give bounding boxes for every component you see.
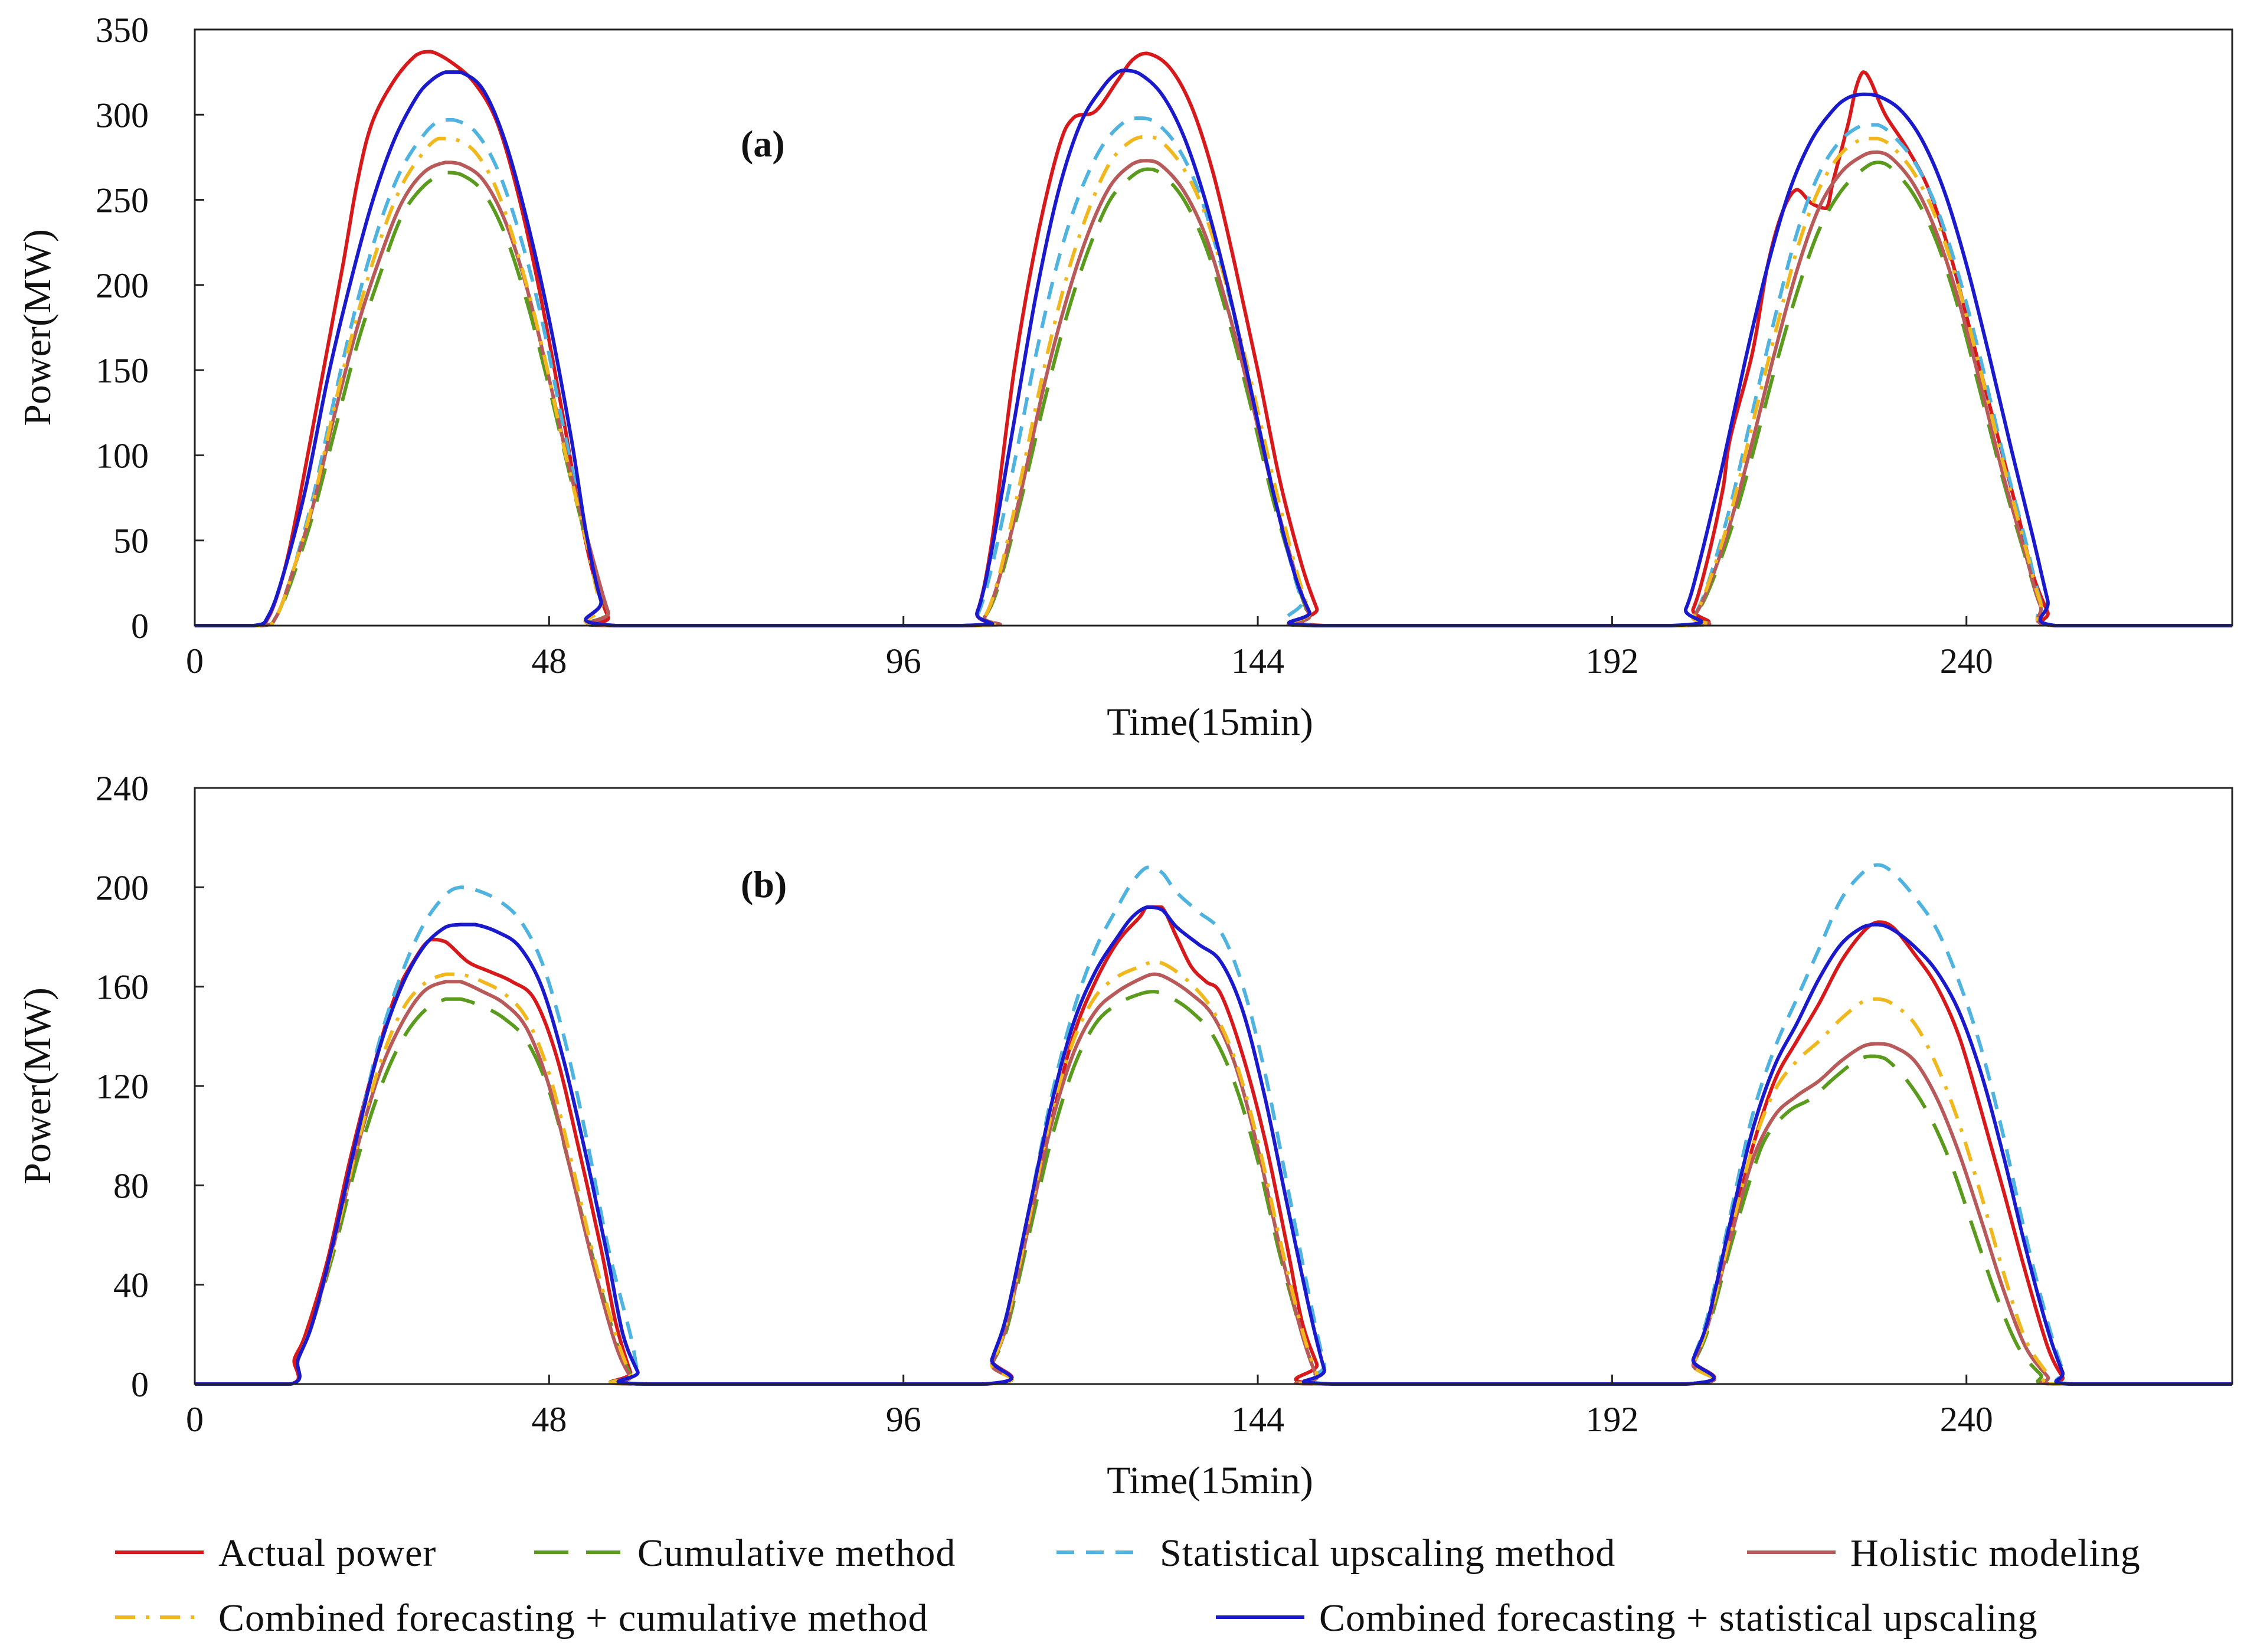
y-axis-label-a: Power(MW) bbox=[16, 229, 59, 426]
y-tick-label-a: 50 bbox=[113, 522, 149, 561]
series-line-combined-upscaling-b bbox=[195, 905, 2232, 1386]
series-line-combined-cumulative-a bbox=[194, 135, 2232, 628]
series-layer-b bbox=[195, 863, 2232, 1386]
legend-label-combined-cumulative: Combined forecasting + cumulative method bbox=[218, 1597, 928, 1640]
ticks-a: 0 48 96 144 192 240 0 50 100 150 200 250 300 350 bbox=[96, 11, 1993, 681]
ticks-b: 0 48 96 144 192 240 0 40 80 120 160 200 240 bbox=[96, 769, 1993, 1439]
panel-b: 0 48 96 144 192 240 0 40 80 120 160 200 240 (b) Time… bbox=[16, 769, 2233, 1502]
series-line-cumulative-method-b bbox=[195, 990, 2232, 1386]
y-tick-label-a: 350 bbox=[96, 11, 149, 50]
series-line-statistical-upscaling-b bbox=[195, 863, 2232, 1386]
legend-item-statistical-upscaling: Statistical upscaling method bbox=[1056, 1532, 1615, 1575]
series-layer-a bbox=[194, 50, 2232, 628]
legend-item-combined-cumulative: Combined forecasting + cumulative method bbox=[115, 1597, 928, 1640]
panel-label-b: (b) bbox=[741, 863, 787, 905]
x-tick-label-b: 48 bbox=[531, 1400, 567, 1439]
y-axis-label-b: Power(MW) bbox=[16, 987, 59, 1185]
x-axis-label-a: Time(15min) bbox=[1107, 701, 1313, 744]
series-line-combined-cumulative-b bbox=[195, 960, 2232, 1386]
x-tick-label-a: 96 bbox=[886, 642, 921, 681]
x-tick-label-a: 144 bbox=[1231, 642, 1284, 681]
y-tick-label-b: 0 bbox=[131, 1365, 149, 1404]
x-tick-label-b: 192 bbox=[1585, 1400, 1638, 1439]
x-tick-label-a: 0 bbox=[186, 642, 204, 681]
y-tick-label-a: 250 bbox=[96, 181, 149, 220]
series-line-combined-upscaling-a bbox=[194, 68, 2232, 628]
y-tick-label-a: 100 bbox=[96, 436, 149, 475]
series-line-actual-power-a bbox=[194, 50, 2232, 628]
x-axis-label-b: Time(15min) bbox=[1107, 1459, 1313, 1502]
legend-label-holistic-modeling: Holistic modeling bbox=[1850, 1532, 2141, 1575]
y-tick-label-b: 80 bbox=[113, 1166, 149, 1205]
y-tick-label-b: 40 bbox=[113, 1266, 149, 1305]
x-tick-label-a: 240 bbox=[1940, 642, 1993, 681]
y-tick-label-a: 0 bbox=[131, 607, 149, 646]
legend-item-combined-upscaling: Combined forecasting + statistical upsca… bbox=[1216, 1597, 2038, 1640]
panel-label-a: (a) bbox=[741, 123, 785, 165]
legend-label-statistical-upscaling: Statistical upscaling method bbox=[1160, 1532, 1615, 1575]
legend-item-cumulative-method: Cumulative method bbox=[534, 1532, 956, 1575]
series-line-statistical-upscaling-a bbox=[194, 116, 2232, 628]
x-tick-label-a: 192 bbox=[1585, 642, 1638, 681]
y-tick-label-b: 160 bbox=[96, 968, 149, 1007]
series-line-holistic-modeling-a bbox=[194, 150, 2232, 628]
y-tick-label-a: 200 bbox=[96, 266, 149, 305]
x-tick-label-b: 96 bbox=[886, 1400, 921, 1439]
legend-item-actual-power: Actual power bbox=[115, 1532, 436, 1575]
y-tick-label-a: 300 bbox=[96, 96, 149, 135]
series-line-cumulative-method-a bbox=[194, 161, 2232, 628]
y-tick-label-a: 150 bbox=[96, 351, 149, 390]
x-tick-label-b: 144 bbox=[1231, 1400, 1284, 1439]
legend-label-combined-upscaling: Combined forecasting + statistical upsca… bbox=[1319, 1597, 2038, 1640]
legend: Actual power Cumulative method Statistic… bbox=[115, 1532, 2141, 1640]
plot-frame-a bbox=[194, 28, 2233, 627]
x-tick-label-a: 48 bbox=[531, 642, 567, 681]
y-tick-label-b: 200 bbox=[96, 868, 149, 907]
legend-label-actual-power: Actual power bbox=[218, 1532, 436, 1575]
series-line-holistic-modeling-b bbox=[195, 972, 2232, 1386]
x-tick-label-b: 240 bbox=[1940, 1400, 1993, 1439]
x-tick-label-b: 0 bbox=[186, 1400, 204, 1439]
legend-item-holistic-modeling: Holistic modeling bbox=[1747, 1532, 2141, 1575]
legend-label-cumulative-method: Cumulative method bbox=[637, 1532, 956, 1575]
y-tick-label-b: 240 bbox=[96, 769, 149, 808]
y-tick-label-b: 120 bbox=[96, 1067, 149, 1106]
